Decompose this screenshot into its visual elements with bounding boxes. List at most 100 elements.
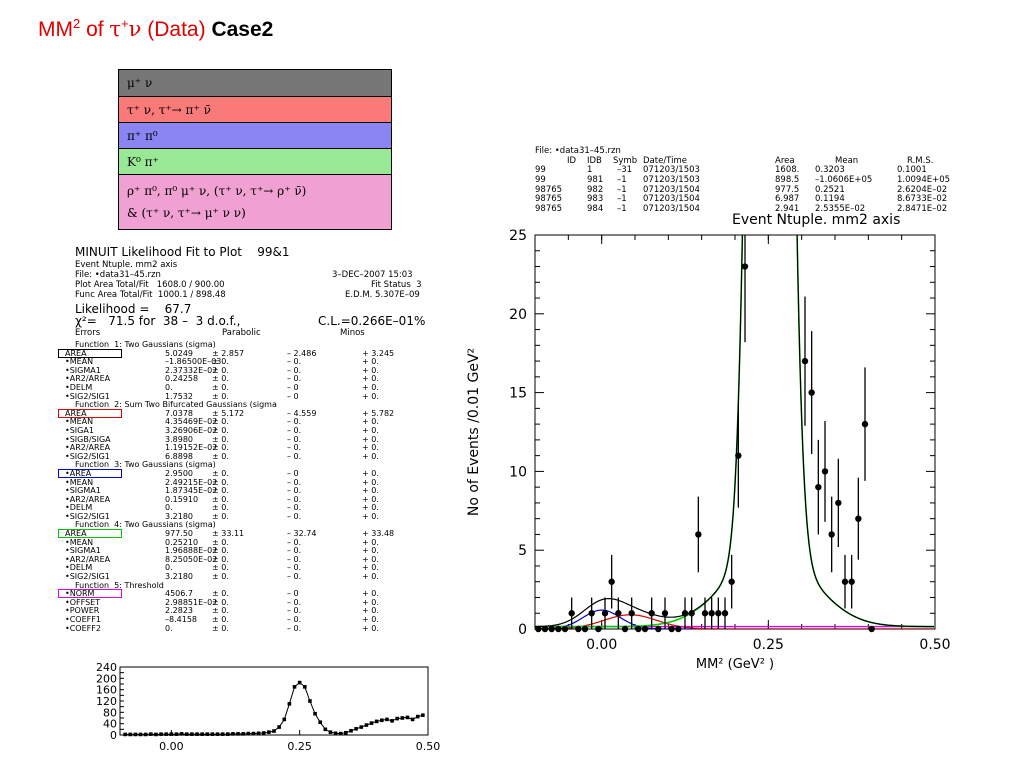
fit-param-row: •DELM 0. ± 0. – 0. + 0.: [55, 563, 445, 572]
data-point: [721, 610, 729, 617]
small-data-point: [246, 731, 251, 736]
param-minos-lo: – 0.: [287, 623, 302, 633]
param-minos-hi: + 0.: [362, 365, 379, 375]
small-data-point: [400, 716, 405, 720]
param-error: ± 0.: [212, 374, 229, 384]
info-header-cell: Date/Time: [643, 155, 687, 166]
fit-param-row: •SIG2/SIG1 3.2180 ± 0. – 0. + 0.: [55, 572, 445, 581]
param-name: •SIGMA1: [65, 486, 101, 496]
param-error: ± 0.: [212, 477, 229, 487]
param-value: 0.15910: [165, 494, 199, 504]
small-data-point: [410, 717, 415, 722]
legend-label: K⁰ π⁺: [127, 154, 159, 169]
small-data-point: [220, 732, 225, 736]
fit-plot-area: Plot Area Total/Fit 1608.0 / 900.00: [75, 280, 225, 290]
fit-param-row: •SIG2/SIG1 6.8898 ± 0. – 0. + 0.: [55, 452, 445, 461]
fit-line2: File: •data31–45.rzn: [75, 270, 161, 280]
param-error: ± 0.: [212, 494, 229, 504]
param-value: 0.: [165, 382, 173, 392]
area-marker-box: [58, 589, 122, 599]
data-point: [688, 610, 695, 617]
param-name: •COEFF1: [65, 615, 101, 624]
data-point: [655, 625, 662, 633]
param-value: 8.25050E–02: [165, 554, 218, 564]
small-data-point: [359, 725, 364, 729]
param-minos-hi: + 33.48: [362, 529, 395, 539]
data-point: [661, 610, 669, 617]
param-minos-lo: – 0.: [287, 365, 302, 375]
small-fit-curve: [125, 681, 424, 735]
param-name: •SIG2/SIG1: [65, 451, 110, 461]
fit-hdr-parabolic: Parabolic: [222, 328, 261, 338]
fit-param-row: •DELM 0. ± 0. – 0 + 0.: [55, 383, 445, 392]
info-cell: 071203/1503: [643, 165, 700, 176]
info-cell: 2.941: [775, 204, 800, 215]
info-header-cell: ID: [567, 155, 577, 166]
info-cell: 1: [587, 165, 593, 176]
param-minos-lo: – 0.: [287, 606, 302, 616]
fit-param-row: •SIG2/SIG1 1.7532 ± 0. – 0 + 0.: [55, 392, 445, 401]
param-error: ± 0.: [212, 417, 229, 427]
data-point: [808, 389, 815, 396]
small-data-point: [164, 732, 168, 736]
data-point: [695, 531, 702, 538]
data-point: [621, 625, 629, 633]
param-value: 1.19152E–02: [165, 443, 218, 453]
data-point: [648, 610, 655, 617]
param-minos-lo: – 4.559: [287, 408, 317, 418]
fit-function-label: Function 2: Sum Two Bifurcated Gaussians…: [75, 400, 277, 410]
param-minos-lo: – 0: [287, 589, 299, 599]
fit-chi2: χ²= 71.5 for 38 – 3 d.o.f.,: [75, 314, 241, 328]
data-point: [575, 625, 582, 633]
param-error: ± 0.: [212, 572, 229, 582]
fit-param-row: AREA 5.0249 ± 2.857 – 2.486 + 3.245: [55, 349, 445, 358]
area-marker-box: [58, 469, 122, 478]
data-point: [568, 610, 575, 617]
param-error: ± 0.: [212, 589, 229, 599]
param-minos-hi: + 0.: [362, 374, 379, 384]
info-cell: 99: [535, 175, 546, 186]
fit-function-label: Function 5: Threshold: [75, 580, 164, 590]
small-data-point: [277, 725, 281, 729]
data-point: [848, 578, 855, 585]
legend-row-k0-pi: K⁰ π⁺: [118, 148, 392, 174]
param-minos-lo: – 0.: [287, 597, 302, 607]
fit-date: 3–DEC–2007 15:03: [332, 270, 413, 280]
small-data-point: [308, 699, 312, 703]
area-marker-box: [58, 348, 122, 358]
info-row: 98765 982 –1 071203/1504 977.5 0.2521 2.6204E–…: [535, 185, 947, 195]
param-value: –1.86500E–03: [165, 357, 222, 367]
info-cell: 0.1001: [897, 165, 927, 176]
param-value: 2.9500: [165, 468, 193, 478]
small-data-point: [241, 732, 245, 736]
fit-param-row: •SIGMA1 1.87345E–02 ± 0. – 0. + 0.: [55, 486, 445, 495]
small-x-tick-label: 0.25: [287, 740, 312, 753]
fit-param-row: •AR2/AREA 8.25050E–02 ± 0. – 0. + 0.: [55, 555, 445, 564]
fit-param-row: •MEAN 2.49215E–02 ± 0. – 0. + 0.: [55, 478, 445, 487]
param-value: 5.0249: [165, 348, 193, 358]
x-axis-label: MM² (GeV² ): [696, 657, 774, 672]
param-value: 0.: [165, 503, 173, 513]
data-point: [841, 578, 849, 585]
small-data-point: [287, 702, 292, 706]
param-minos-hi: + 0.: [362, 391, 379, 401]
info-cell: –1: [617, 194, 627, 205]
info-cell: 983: [587, 194, 604, 205]
param-error: ± 0.: [212, 546, 229, 556]
param-minos-hi: + 0.: [362, 537, 379, 547]
param-name: •AREA: [65, 468, 92, 478]
data-point: [728, 578, 735, 585]
small-data-point: [297, 680, 302, 685]
small-data-point: [215, 732, 220, 736]
data-point: [635, 625, 642, 633]
param-name: •SIGA1: [65, 425, 94, 435]
param-minos-hi: + 0.: [362, 468, 379, 478]
small-data-point: [133, 732, 138, 737]
param-name: •AR2/AREA: [65, 494, 111, 504]
data-point: [828, 531, 835, 538]
param-name: •NORM: [65, 589, 95, 599]
small-plot-frame: [119, 666, 429, 736]
param-minos-lo: – 0.: [287, 443, 302, 453]
data-point: [641, 625, 649, 633]
x-tick-label: 0.00: [586, 637, 617, 653]
